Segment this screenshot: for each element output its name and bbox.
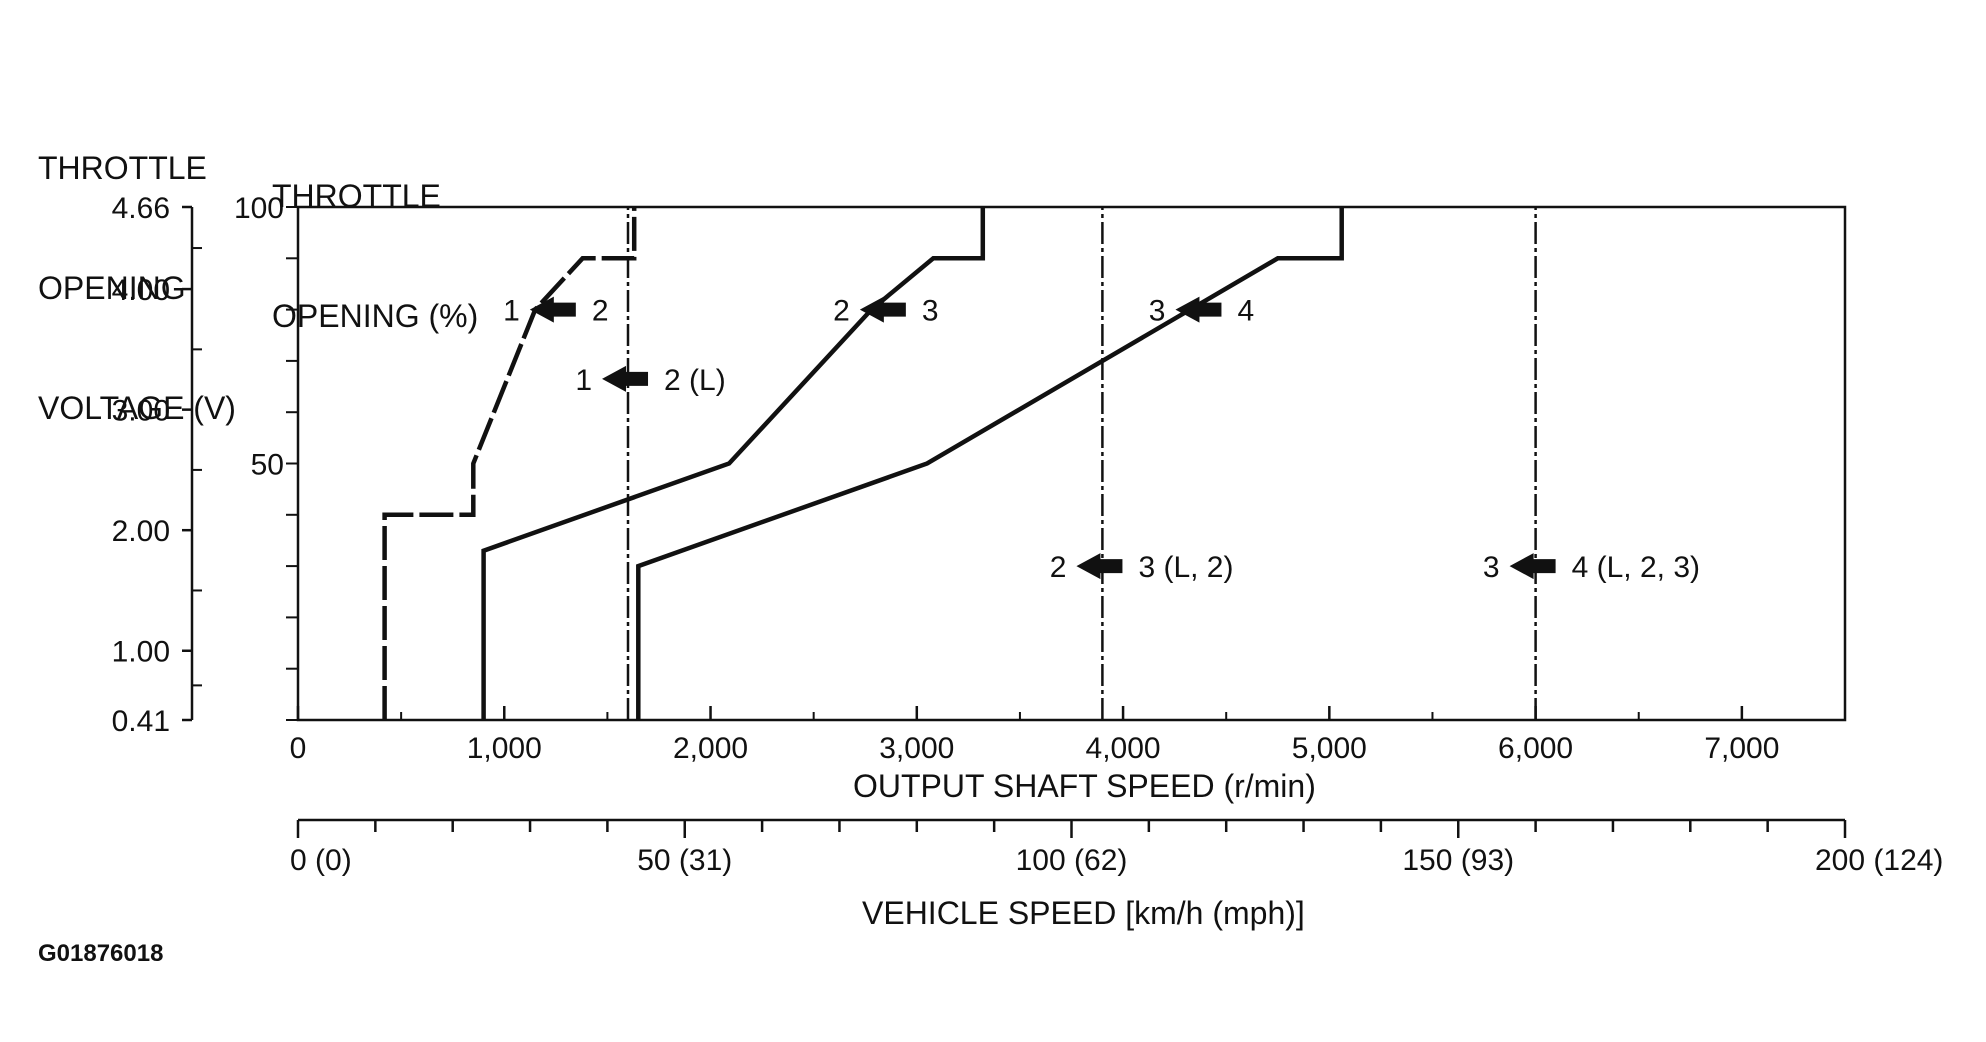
speed-tick-label: 200 (124)	[1815, 844, 1943, 877]
shift-arrow-icon	[859, 296, 906, 323]
shift-arrow-icon	[602, 365, 649, 392]
x-tick-label: 6,000	[1498, 732, 1573, 765]
shift-from-label: 1	[503, 295, 520, 328]
shift-arrow-icon	[1175, 296, 1222, 323]
x-axis-title: OUTPUT SHAFT SPEED (r/min)	[853, 768, 1316, 804]
plot-frame	[296, 205, 1847, 722]
shift-line	[382, 207, 637, 720]
voltage-tick-label: 1.00	[112, 636, 170, 669]
speed-tick-label: 150 (93)	[1402, 844, 1514, 877]
voltage-axis-title: THROTTLE OPENING VOLTAGE (V)	[38, 68, 236, 468]
shift-from-label: 3	[1149, 295, 1166, 328]
shift-from-label: 2	[1050, 551, 1067, 584]
shift-to-label: 3 (L, 2)	[1138, 551, 1233, 584]
voltage-tick-label: 4.66	[112, 192, 170, 225]
shift-arrow-icon	[529, 296, 576, 323]
shift-arrow-icon	[1509, 553, 1556, 580]
voltage-tick-label: 2.00	[112, 515, 170, 548]
percent-title-line-2: OPENING (%)	[272, 298, 479, 334]
shift-annotations: 1 2 1 2 (L) 2 3 3 4 2 3 (L, 2) 3 4 (L, 2, 3)	[503, 295, 1700, 584]
x-tick-label: 7,000	[1704, 732, 1779, 765]
speed-tick-label: 100 (62)	[1016, 844, 1128, 877]
percent-axis-title: THROTTLE OPENING (%)	[272, 96, 478, 376]
percent-tick-label: 50	[251, 449, 284, 482]
speed-axis-title: VEHICLE SPEED [km/h (mph)]	[862, 895, 1305, 931]
x-tick-label: 1,000	[467, 732, 542, 765]
shift-arrow-icon	[1076, 553, 1123, 580]
percent-tick-label: 100	[234, 192, 284, 225]
shift-lines	[382, 207, 1537, 720]
tick-labels: 4.66 4.00 3.00 2.00 1.00 0.41 100 50 0 1,000 2,000…	[112, 192, 1944, 877]
speed-tick-label: 50 (31)	[637, 844, 732, 877]
shift-from-label: 3	[1483, 551, 1500, 584]
figure-id: G01876018	[38, 940, 164, 967]
speed-tick-label: 0 (0)	[290, 844, 352, 877]
shift-to-label: 4	[1237, 295, 1254, 328]
shift-to-label: 4 (L, 2, 3)	[1572, 551, 1700, 584]
x-tick-label: 0	[290, 732, 307, 765]
percent-title-line-1: THROTTLE	[272, 178, 441, 214]
x-tick-label: 5,000	[1292, 732, 1367, 765]
voltage-tick-label: 0.41	[112, 705, 170, 738]
x-tick-label: 4,000	[1086, 732, 1161, 765]
x-tick-label: 3,000	[879, 732, 954, 765]
voltage-tick-label: 4.00	[112, 274, 170, 307]
shift-from-label: 2	[833, 295, 850, 328]
shift-line	[636, 207, 1344, 720]
voltage-tick-label: 3.00	[112, 395, 170, 428]
voltage-title-line-2: OPENING	[38, 270, 186, 306]
shift-to-label: 3	[922, 295, 939, 328]
voltage-title-line-1: THROTTLE	[38, 150, 207, 186]
shift-from-label: 1	[575, 364, 592, 397]
x-tick-label: 2,000	[673, 732, 748, 765]
shift-to-label: 2	[592, 295, 609, 328]
shift-to-label: 2 (L)	[664, 364, 726, 397]
voltage-title-line-3: VOLTAGE (V)	[38, 390, 236, 426]
